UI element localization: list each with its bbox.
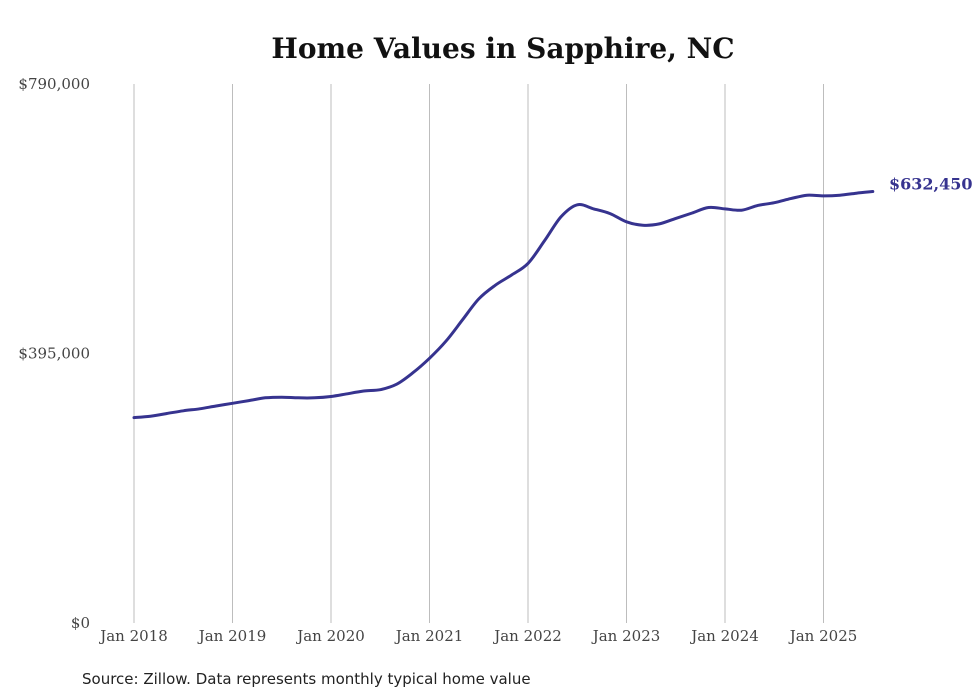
x-axis: Jan 2018 Jan 2019 Jan 2020 Jan 2021 Jan 2022…: [98, 627, 857, 645]
x-tick-label: Jan 2021: [394, 627, 464, 645]
x-tick-label: Jan 2018: [98, 627, 168, 645]
y-tick-label: $790,000: [18, 75, 90, 93]
x-tick-label: Jan 2022: [492, 627, 562, 645]
x-tick-label: Jan 2024: [689, 627, 759, 645]
end-value-label: $632,450: [889, 174, 973, 193]
series-line: [132, 190, 875, 420]
grid-lines: [133, 84, 824, 623]
x-tick-label: Jan 2025: [788, 627, 858, 645]
x-tick-label: Jan 2020: [295, 627, 365, 645]
source-note: Source: Zillow. Data represents monthly …: [82, 670, 531, 688]
x-tick-label: Jan 2019: [197, 627, 267, 645]
y-tick-label: $0: [71, 614, 90, 632]
x-tick-label: Jan 2023: [591, 627, 661, 645]
y-axis: $0 $395,000 $790,000: [18, 75, 90, 632]
y-tick-label: $395,000: [18, 345, 90, 363]
chart-title: Home Values in Sapphire, NC: [271, 32, 734, 65]
